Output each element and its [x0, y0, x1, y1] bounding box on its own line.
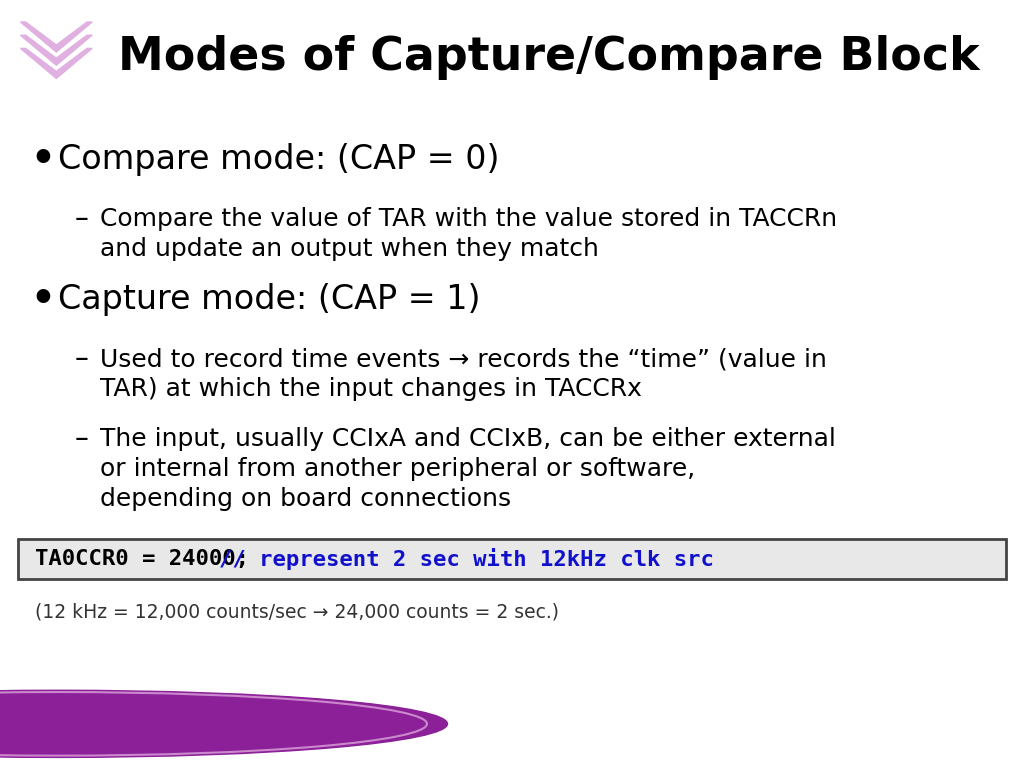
Text: Used to record time events → records the “time” (value in: Used to record time events → records the… — [100, 347, 826, 371]
FancyBboxPatch shape — [18, 539, 1006, 579]
Text: and update an output when they match: and update an output when they match — [100, 237, 599, 261]
Polygon shape — [20, 35, 92, 65]
Text: •: • — [30, 140, 55, 178]
Circle shape — [0, 690, 447, 757]
Text: –: – — [75, 205, 89, 233]
Text: Compare mode: (CAP = 0): Compare mode: (CAP = 0) — [58, 143, 500, 176]
Text: depending on board connections: depending on board connections — [100, 487, 511, 511]
Text: Compare the value of TAR with the value stored in TACCRn: Compare the value of TAR with the value … — [100, 207, 838, 231]
Polygon shape — [20, 48, 92, 78]
Text: –: – — [75, 345, 89, 373]
Text: (12 kHz = 12,000 counts/sec → 24,000 counts = 2 sec.): (12 kHz = 12,000 counts/sec → 24,000 cou… — [35, 603, 559, 621]
Text: 國立清華大學: 國立清華大學 — [133, 694, 232, 722]
Text: –: – — [75, 425, 89, 453]
Text: or internal from another peripheral or software,: or internal from another peripheral or s… — [100, 457, 695, 481]
Text: Modes of Capture/Compare Block: Modes of Capture/Compare Block — [118, 35, 979, 81]
Text: 21: 21 — [972, 712, 1005, 736]
Text: The input, usually CCIxA and CCIxB, can be either external: The input, usually CCIxA and CCIxB, can … — [100, 427, 836, 451]
Text: TAR) at which the input changes in TACCRx: TAR) at which the input changes in TACCR… — [100, 377, 642, 401]
Text: // represent 2 sec with 12kHz clk src: // represent 2 sec with 12kHz clk src — [218, 548, 714, 570]
Text: National Tsing Hua University: National Tsing Hua University — [133, 734, 398, 753]
Polygon shape — [20, 22, 92, 52]
Text: •: • — [30, 280, 55, 318]
Text: Capture mode: (CAP = 1): Capture mode: (CAP = 1) — [58, 283, 480, 316]
Text: TA0CCR0 = 24000;: TA0CCR0 = 24000; — [35, 549, 262, 569]
